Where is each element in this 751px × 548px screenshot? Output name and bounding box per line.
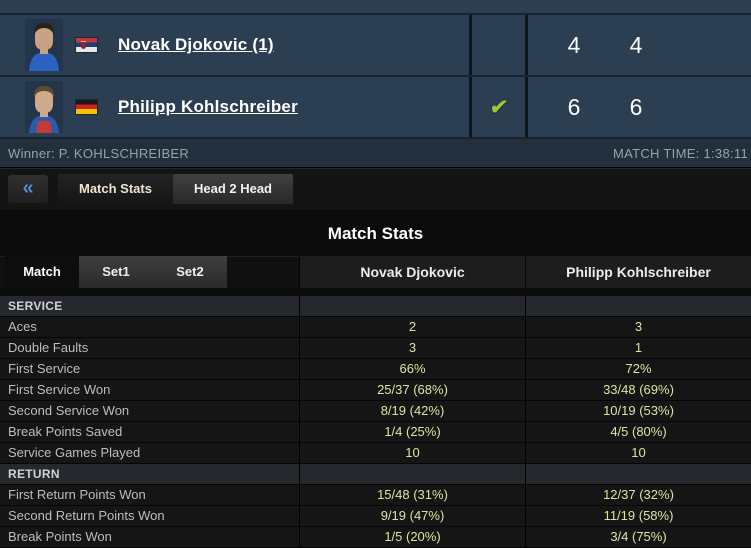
collapse-back-icon[interactable]: « [8, 175, 48, 203]
stat-label: Break Points Won [8, 529, 112, 544]
subtab-group: Match Set1 Set2 [0, 256, 299, 288]
player-photo-djokovic [25, 19, 63, 71]
winner-label: Winner: P. KOHLSCHREIBER [8, 145, 190, 161]
column-header-djokovic: Novak Djokovic [299, 256, 525, 288]
tab-match-stats[interactable]: Match Stats [58, 174, 173, 204]
scoreboard-top-strip [0, 0, 751, 15]
stat-row: Second Return Points Won 9/19 (47%) 11/1… [0, 506, 751, 527]
scoreboard: Novak Djokovic (1) 4 4 Philipp Kohlschre… [0, 0, 751, 167]
stat-label: Second Return Points Won [8, 508, 165, 523]
stat-value-p2: 3/4 (75%) [525, 527, 751, 547]
player-name-djokovic[interactable]: Novak Djokovic (1) [118, 35, 274, 54]
player-row-djokovic: Novak Djokovic (1) 4 4 [0, 15, 751, 77]
stat-row: First Service Won 25/37 (68%) 33/48 (69%… [0, 380, 751, 401]
section-title: SERVICE [8, 299, 63, 313]
subtab-match[interactable]: Match [5, 256, 79, 288]
serbia-flag-icon [76, 38, 97, 52]
stat-label: First Service [8, 361, 81, 376]
stat-label: First Return Points Won [8, 487, 146, 502]
stat-label: Aces [8, 319, 37, 334]
stat-value-p2: 4/5 (80%) [525, 422, 751, 442]
stat-value-p2: 3 [525, 317, 751, 337]
stat-value-p2: 1 [525, 338, 751, 358]
section-title: RETURN [8, 467, 60, 481]
subtab-set1[interactable]: Set1 [79, 256, 153, 288]
stat-value-p1: 9/19 (47%) [299, 506, 525, 526]
stats-table: SERVICE Aces 2 3 Double Faults 3 1 First… [0, 296, 751, 548]
stat-label: Double Faults [8, 340, 89, 355]
match-time-label: MATCH TIME: 1:38:11 [612, 145, 748, 161]
winner-check-cell-p2: ✔ [469, 77, 528, 137]
tab-head-2-head[interactable]: Head 2 Head [172, 174, 294, 204]
set1-score-p2: 6 [567, 93, 581, 120]
stat-value-p1: 25/37 (68%) [299, 380, 525, 400]
winner-bar: Winner: P. KOHLSCHREIBER MATCH TIME: 1:3… [0, 139, 751, 167]
stat-label: First Service Won [8, 382, 111, 397]
stat-value-p2: 33/48 (69%) [525, 380, 751, 400]
stat-row: First Return Points Won 15/48 (31%) 12/3… [0, 485, 751, 506]
stat-row: Break Points Saved 1/4 (25%) 4/5 (80%) [0, 422, 751, 443]
winner-check-cell-p1 [469, 15, 528, 75]
stat-value-p1: 15/48 (31%) [299, 485, 525, 505]
section-header-row: SERVICE [0, 296, 751, 317]
stat-value-p1: 10 [299, 443, 525, 463]
subtab-set2[interactable]: Set2 [153, 256, 227, 288]
section-header-row: RETURN [0, 464, 751, 485]
main-tab-bar: « Match Stats Head 2 Head [0, 167, 751, 210]
stat-value-p2: 72% [525, 359, 751, 379]
stat-row: Break Points Won 1/5 (20%) 3/4 (75%) [0, 527, 751, 548]
set2-score-p1: 4 [629, 31, 643, 58]
winner-check-icon: ✔ [488, 95, 509, 119]
stat-label: Second Service Won [8, 403, 130, 418]
stat-value-p2: 11/19 (58%) [525, 506, 751, 526]
stat-row: Service Games Played 10 10 [0, 443, 751, 464]
stat-label: Break Points Saved [8, 424, 123, 439]
column-header-kohlschreiber: Philipp Kohlschreiber [525, 256, 751, 288]
stat-value-p1: 2 [299, 317, 525, 337]
player-name-kohlschreiber[interactable]: Philipp Kohlschreiber [118, 97, 298, 116]
stat-value-p2: 12/37 (32%) [525, 485, 751, 505]
stat-value-p1: 66% [299, 359, 525, 379]
stat-value-p1: 1/5 (20%) [299, 527, 525, 547]
stat-row: Second Service Won 8/19 (42%) 10/19 (53%… [0, 401, 751, 422]
stat-row: First Service 66% 72% [0, 359, 751, 380]
stat-row: Double Faults 3 1 [0, 338, 751, 359]
set2-score-p2: 6 [629, 93, 643, 120]
stats-header-row: Match Set1 Set2 Novak Djokovic Philipp K… [0, 256, 751, 288]
stats-title: Match Stats [327, 224, 424, 243]
germany-flag-icon [76, 100, 97, 114]
stat-value-p2: 10/19 (53%) [525, 401, 751, 421]
stat-row: Aces 2 3 [0, 317, 751, 338]
stat-value-p1: 1/4 (25%) [299, 422, 525, 442]
player-photo-kohlschreiber [25, 81, 63, 133]
player-row-kohlschreiber: Philipp Kohlschreiber ✔ 6 6 [0, 77, 751, 139]
stat-value-p1: 3 [299, 338, 525, 358]
stat-value-p1: 8/19 (42%) [299, 401, 525, 421]
stat-value-p2: 10 [525, 443, 751, 463]
set1-score-p1: 4 [567, 31, 581, 58]
stat-label: Service Games Played [8, 445, 141, 460]
match-stats-panel: Match Stats Match Set1 Set2 Novak Djokov… [0, 210, 751, 548]
